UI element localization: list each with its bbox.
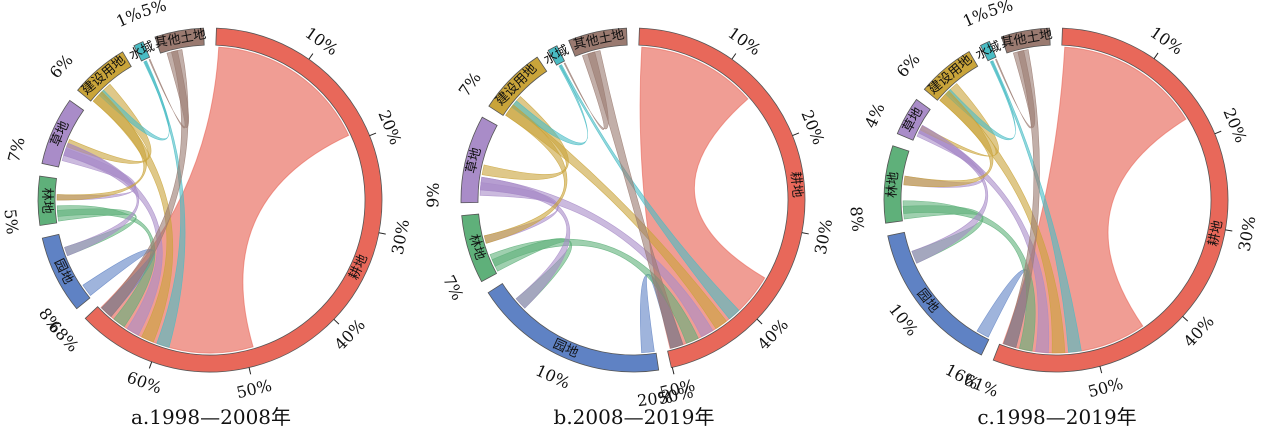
arc-园地 bbox=[887, 231, 990, 356]
arc-耕地 bbox=[992, 27, 1229, 373]
segment-percent-label: 7% bbox=[439, 272, 467, 303]
ribbon-建设用地-水域 bbox=[511, 64, 589, 146]
tick-mark bbox=[756, 318, 763, 325]
segment-name-label: 草地 bbox=[464, 146, 485, 175]
segment-percent-label: 7% bbox=[455, 68, 485, 100]
tick-mark bbox=[801, 232, 809, 235]
chord-panel-a: 耕地 68% 园地 8% 林地 5% 草地 7% 建设用地 6% 水域 1% 其他土地 5% 10% 20% 3… bbox=[0, 0, 422, 444]
segment-percent-label: 5% bbox=[139, 0, 169, 21]
ribbon-layer bbox=[56, 46, 350, 354]
arc-林地 bbox=[37, 175, 58, 226]
panel-caption-c: c.1998—2019年 bbox=[977, 405, 1137, 429]
tick-label: 30% bbox=[811, 218, 836, 257]
segment-name-label: 林地 bbox=[39, 188, 54, 214]
panel-caption-a: a.1998—2008年 bbox=[130, 405, 292, 429]
arc-林地 bbox=[883, 145, 910, 224]
tick-mark bbox=[1225, 229, 1233, 232]
segment-percent-label: 8% bbox=[846, 205, 867, 232]
segment-percent-label: 7% bbox=[4, 135, 29, 164]
arc-水域 bbox=[547, 45, 566, 66]
arc-园地 bbox=[41, 233, 91, 310]
chord-panel-b: 耕地 50% 园地 20% 林地 7% 草地 9% 建设用地 7% 水域 其他土地 10% 20% 30% 4… bbox=[423, 0, 845, 444]
segment-name-label: 林地 bbox=[466, 233, 488, 262]
ribbon-园地-草地 bbox=[63, 142, 140, 257]
arc-水域 bbox=[979, 40, 997, 62]
segment-name-label: 耕地 bbox=[787, 171, 805, 198]
tick-label: 20% bbox=[374, 107, 405, 147]
tick-label: 50% bbox=[235, 376, 274, 403]
tick-mark bbox=[308, 53, 314, 60]
segment-percent-label: 6% bbox=[893, 49, 924, 81]
tick-label: 10% bbox=[724, 23, 764, 59]
tick-label: 20% bbox=[797, 107, 828, 147]
ribbon-林地-建设用地 bbox=[903, 90, 994, 187]
segment-percent-label: 9% bbox=[423, 182, 443, 208]
tick-label: 10% bbox=[885, 300, 922, 340]
ribbon-水域-其他土地 bbox=[148, 50, 190, 129]
ribbon-layer bbox=[479, 46, 766, 354]
tick-mark bbox=[1214, 130, 1222, 135]
arc-耕地 bbox=[638, 27, 806, 369]
arc-耕地 bbox=[84, 27, 383, 373]
arc-其他土地 bbox=[568, 27, 628, 57]
tick-mark bbox=[731, 53, 737, 60]
tick-mark bbox=[1182, 316, 1189, 322]
segment-percent-label: 20% bbox=[636, 387, 673, 410]
tick-mark bbox=[248, 367, 252, 375]
tick-mark bbox=[1099, 366, 1103, 374]
ribbon-建设用地-水域 bbox=[945, 60, 1016, 140]
arc-建设用地 bbox=[77, 51, 132, 102]
arc-建设用地 bbox=[923, 51, 979, 101]
segment-percent-label: 6% bbox=[46, 50, 77, 82]
tick-mark bbox=[148, 361, 153, 369]
ribbon-园地-草地 bbox=[480, 176, 571, 309]
arc-草地 bbox=[460, 116, 498, 204]
arc-其他土地 bbox=[154, 27, 205, 54]
ribbon-layer bbox=[902, 46, 1187, 354]
ribbon-园地-草地 bbox=[911, 124, 989, 264]
panel-caption-b: b.2008—2019年 bbox=[553, 405, 715, 429]
ribbon-建设用地-水域 bbox=[98, 60, 170, 141]
ribbon-水域-其他土地 bbox=[563, 51, 609, 130]
segment-name-label: 林地 bbox=[885, 171, 902, 198]
tick-mark bbox=[671, 367, 675, 375]
tick-mark bbox=[378, 232, 386, 235]
arc-其他土地 bbox=[1000, 27, 1051, 54]
arc-林地 bbox=[461, 213, 498, 283]
segment-percent-label: 5% bbox=[0, 208, 22, 235]
arc-水域 bbox=[133, 41, 151, 62]
tick-label: 50% bbox=[1086, 374, 1125, 401]
tick-label: 30% bbox=[388, 218, 413, 257]
arc-建设用地 bbox=[488, 56, 548, 116]
tick-label: 30% bbox=[1235, 214, 1260, 252]
segment-percent-label: 5% bbox=[985, 0, 1015, 21]
tick-label: 40% bbox=[1180, 312, 1218, 351]
ribbon-self-耕地 bbox=[639, 46, 766, 350]
tick-mark bbox=[792, 132, 800, 137]
tick-label: 10% bbox=[302, 23, 342, 59]
tick-label: 60% bbox=[124, 368, 164, 398]
arc-园地 bbox=[487, 282, 660, 373]
segment-name-label: 耕地 bbox=[1205, 219, 1226, 248]
tick-label: 20% bbox=[1219, 105, 1250, 145]
chord-panel-c: 耕地 61% 园地 16% 林地 8% 草地 4% 建设用地 6% 水域 1% 其他土地 5% 10% 20%… bbox=[846, 0, 1268, 444]
ribbon-林地-建设用地 bbox=[483, 104, 568, 244]
arc-草地 bbox=[896, 98, 931, 141]
tick-label: 10% bbox=[1147, 23, 1187, 59]
segment-percent-label: 4% bbox=[861, 100, 889, 131]
arc-草地 bbox=[41, 99, 85, 168]
tick-label: 10% bbox=[533, 361, 573, 393]
tick-mark bbox=[333, 318, 340, 325]
tick-mark bbox=[369, 132, 377, 137]
tick-mark bbox=[1153, 52, 1159, 59]
ribbon-水域-其他土地 bbox=[995, 50, 1036, 129]
ribbon-林地-建设用地 bbox=[56, 91, 147, 201]
